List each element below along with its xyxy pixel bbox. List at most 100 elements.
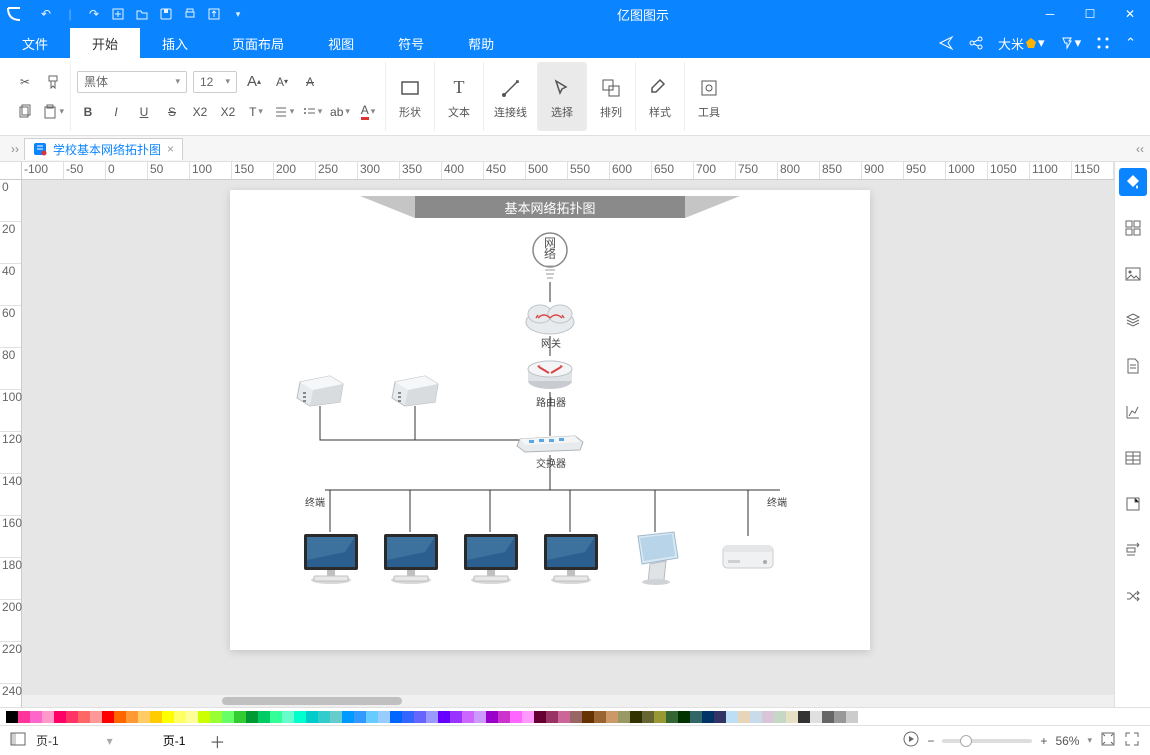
swatch[interactable] [642, 711, 654, 723]
swatch[interactable] [546, 711, 558, 723]
format-painter-icon[interactable] [42, 71, 64, 93]
swatch[interactable] [78, 711, 90, 723]
swatch[interactable] [102, 711, 114, 723]
swatch[interactable] [150, 711, 162, 723]
swatch[interactable] [714, 711, 726, 723]
qat-more-icon[interactable]: ▾ [228, 4, 248, 24]
side-shuffle-icon[interactable] [1119, 582, 1147, 610]
swatch[interactable] [114, 711, 126, 723]
swatch[interactable] [54, 711, 66, 723]
side-image-icon[interactable] [1119, 260, 1147, 288]
zoom-out-icon[interactable]: − [927, 734, 934, 748]
swatch[interactable] [582, 711, 594, 723]
close-button[interactable]: ✕ [1110, 0, 1150, 28]
superscript-icon[interactable]: X2 [189, 101, 211, 123]
swatch[interactable] [630, 711, 642, 723]
grow-font-icon[interactable]: A▴ [243, 71, 265, 93]
swatch[interactable] [6, 711, 18, 723]
swatch[interactable] [258, 711, 270, 723]
print-icon[interactable] [180, 4, 200, 24]
swatch[interactable] [198, 711, 210, 723]
bullets-icon[interactable]: ▾ [301, 101, 323, 123]
underline-icon[interactable]: U [133, 101, 155, 123]
node-gateway[interactable] [522, 298, 578, 338]
tab-file[interactable]: 文件 [0, 28, 70, 58]
zoom-in-icon[interactable]: + [1040, 734, 1047, 748]
ribbon-btn-connector[interactable]: 连接线 [484, 62, 538, 131]
new-icon[interactable] [108, 4, 128, 24]
swatch[interactable] [330, 711, 342, 723]
swatch[interactable] [498, 711, 510, 723]
status-panel-icon[interactable] [10, 732, 26, 749]
font-size-combo[interactable]: 12▾ [193, 71, 237, 93]
color-palette[interactable] [0, 707, 1150, 725]
swatch[interactable] [30, 711, 42, 723]
swatch[interactable] [414, 711, 426, 723]
swatch[interactable] [222, 711, 234, 723]
swatch[interactable] [138, 711, 150, 723]
swatch[interactable] [762, 711, 774, 723]
swatch[interactable] [750, 711, 762, 723]
text-orient-icon[interactable]: T▾ [245, 101, 267, 123]
tab-help[interactable]: 帮助 [446, 28, 516, 58]
font-name-combo[interactable]: 黑体▾ [77, 71, 187, 93]
swatch[interactable] [678, 711, 690, 723]
subscript-icon[interactable]: X2 [217, 101, 239, 123]
swatch[interactable] [90, 711, 102, 723]
page-tab[interactable]: 页-1 [163, 732, 186, 749]
swatch[interactable] [690, 711, 702, 723]
swatch[interactable] [594, 711, 606, 723]
bold-icon[interactable]: B [77, 101, 99, 123]
swatch[interactable] [162, 711, 174, 723]
strike-icon[interactable]: S [161, 101, 183, 123]
swatch[interactable] [66, 711, 78, 723]
share-icon[interactable] [968, 35, 984, 51]
swatch[interactable] [438, 711, 450, 723]
swatch[interactable] [858, 711, 870, 723]
swatch[interactable] [798, 711, 810, 723]
font-color-icon[interactable]: A▾ [357, 101, 379, 123]
node-pc-4[interactable] [540, 530, 602, 586]
swatch[interactable] [510, 711, 522, 723]
node-server-1[interactable] [295, 372, 345, 408]
swatch[interactable] [234, 711, 246, 723]
swatch[interactable] [810, 711, 822, 723]
maximize-button[interactable]: ☐ [1070, 0, 1110, 28]
node-mini-box[interactable] [720, 538, 776, 574]
tab-start[interactable]: 开始 [70, 28, 140, 58]
swatch[interactable] [606, 711, 618, 723]
side-fill-icon[interactable] [1119, 168, 1147, 196]
node-pc-2[interactable] [380, 530, 442, 586]
swatch[interactable] [486, 711, 498, 723]
swatch[interactable] [570, 711, 582, 723]
swatch[interactable] [18, 711, 30, 723]
shrink-font-icon[interactable]: A▾ [271, 71, 293, 93]
side-align-icon[interactable] [1119, 536, 1147, 564]
node-network-bulb[interactable]: 网络 [528, 230, 572, 290]
text-case-icon[interactable]: ab▾ [329, 101, 351, 123]
theme-icon[interactable]: ▾ [1059, 35, 1082, 51]
play-icon[interactable] [903, 731, 919, 750]
swatch[interactable] [450, 711, 462, 723]
tab-insert[interactable]: 插入 [140, 28, 210, 58]
redo-icon[interactable]: ↷ [84, 4, 104, 24]
swatch[interactable] [294, 711, 306, 723]
swatch[interactable] [282, 711, 294, 723]
expand-right-panel-icon[interactable]: ‹‹ [1136, 142, 1144, 156]
side-chart-icon[interactable] [1119, 398, 1147, 426]
paste-icon[interactable]: ▾ [42, 101, 64, 123]
node-pc-3[interactable] [460, 530, 522, 586]
export-icon[interactable] [204, 4, 224, 24]
swatch[interactable] [42, 711, 54, 723]
swatch[interactable] [426, 711, 438, 723]
swatch[interactable] [390, 711, 402, 723]
minimize-button[interactable]: ─ [1030, 0, 1070, 28]
zoom-slider[interactable] [942, 739, 1032, 743]
swatch[interactable] [402, 711, 414, 723]
swatch[interactable] [726, 711, 738, 723]
line-spacing-icon[interactable]: ▾ [273, 101, 295, 123]
swatch[interactable] [378, 711, 390, 723]
add-page-icon[interactable]: ＋ [209, 729, 225, 753]
swatch[interactable] [654, 711, 666, 723]
ribbon-btn-tools[interactable]: 工具 [685, 62, 733, 131]
